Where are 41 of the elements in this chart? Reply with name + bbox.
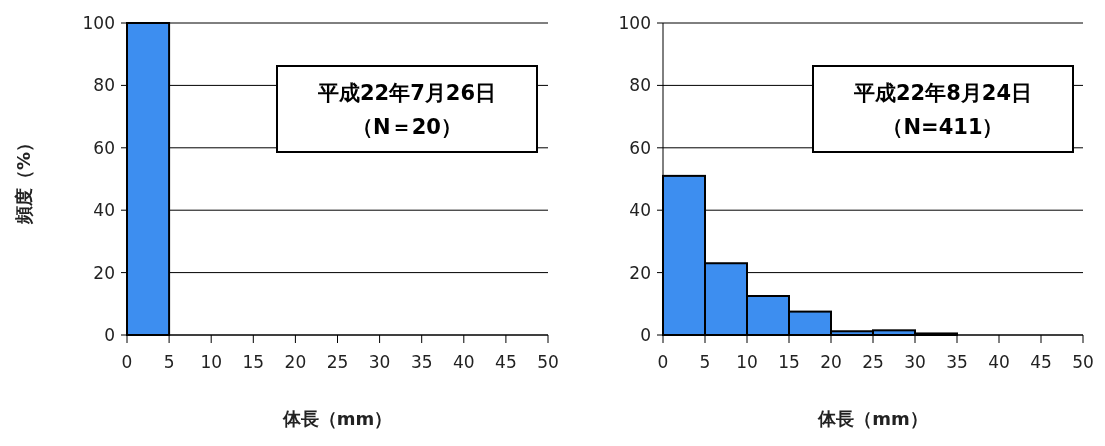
x-tick-label: 5 [699, 352, 711, 372]
x-tick-label: 50 [537, 352, 559, 372]
y-tick-label: 60 [629, 137, 651, 158]
y-axis-title: 頻度（%） [13, 133, 34, 226]
x-tick-label: 35 [946, 352, 968, 372]
x-tick-label: 30 [904, 352, 926, 372]
x-tick-label: 35 [410, 352, 433, 372]
y-tick-label: 40 [629, 200, 651, 221]
y-tick-label: 0 [640, 325, 651, 345]
x-axis-title: 体長（mm） [281, 408, 393, 429]
annotation: （N=411） [882, 115, 1004, 139]
annotation: 平成22年8月24日 [852, 81, 1033, 105]
y-tick-label: 20 [93, 262, 115, 283]
y-tick-label: 100 [82, 13, 115, 33]
x-tick-label: 0 [657, 352, 669, 372]
x-tick-label: 5 [163, 352, 175, 372]
y-tick-label: 20 [629, 262, 651, 283]
y-tick-label: 0 [104, 325, 115, 345]
x-tick-label: 15 [778, 352, 800, 372]
y-tick-label: 40 [93, 200, 115, 221]
x-tick-label: 40 [988, 352, 1010, 372]
y-tick-label: 60 [93, 137, 115, 158]
x-tick-label: 10 [736, 352, 758, 372]
x-tick-label: 30 [368, 352, 391, 372]
x-tick-label: 20 [284, 352, 307, 372]
x-tick-label: 25 [326, 352, 349, 372]
annotation: 平成22年7月26日 [316, 81, 497, 105]
x-tick-label: 50 [1072, 352, 1094, 372]
x-tick-label: 10 [200, 352, 223, 372]
x-tick-label: 45 [1030, 352, 1052, 372]
x-axis-title: 体長（mm） [817, 408, 928, 429]
x-tick-label: 0 [121, 352, 133, 372]
x-tick-label: 20 [820, 352, 842, 372]
y-tick-label: 80 [93, 75, 115, 96]
x-tick-label: 15 [242, 352, 265, 372]
x-tick-label: 25 [862, 352, 884, 372]
y-tick-label: 80 [629, 75, 651, 96]
y-tick-label: 100 [618, 13, 651, 33]
x-tick-label: 40 [452, 352, 475, 372]
x-tick-label: 45 [495, 352, 517, 372]
annotation: （N＝20） [352, 115, 462, 139]
